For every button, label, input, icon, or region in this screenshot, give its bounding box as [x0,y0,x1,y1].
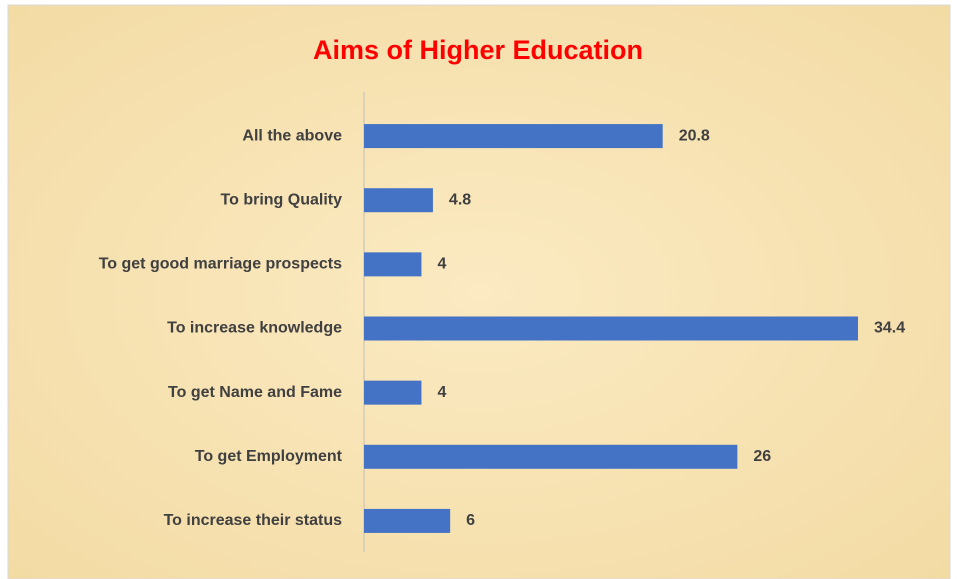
chart-title: Aims of Higher Education [313,35,643,65]
y-tick-label: To get Name and Fame [168,384,342,401]
bar [364,380,422,405]
data-label: 20.8 [679,127,710,144]
data-label: 4 [437,256,446,273]
y-tick-label: All the above [242,127,342,144]
bar [364,188,433,213]
data-label: 4.8 [449,191,471,208]
bar [364,252,422,277]
y-tick-label: To bring Quality [221,191,343,208]
y-tick-label: To increase knowledge [167,320,342,337]
data-label: 34.4 [874,320,905,337]
y-tick-label: To get good marriage prospects [99,256,342,273]
chart-background [7,4,951,579]
data-label: 6 [466,512,475,529]
data-label: 4 [437,384,446,401]
bar [364,316,858,341]
bar [364,444,738,469]
bar [364,508,451,533]
y-tick-label: To increase their status [164,512,343,529]
bar [364,124,663,149]
y-tick-label: To get Employment [195,448,343,465]
data-label: 26 [753,448,771,465]
